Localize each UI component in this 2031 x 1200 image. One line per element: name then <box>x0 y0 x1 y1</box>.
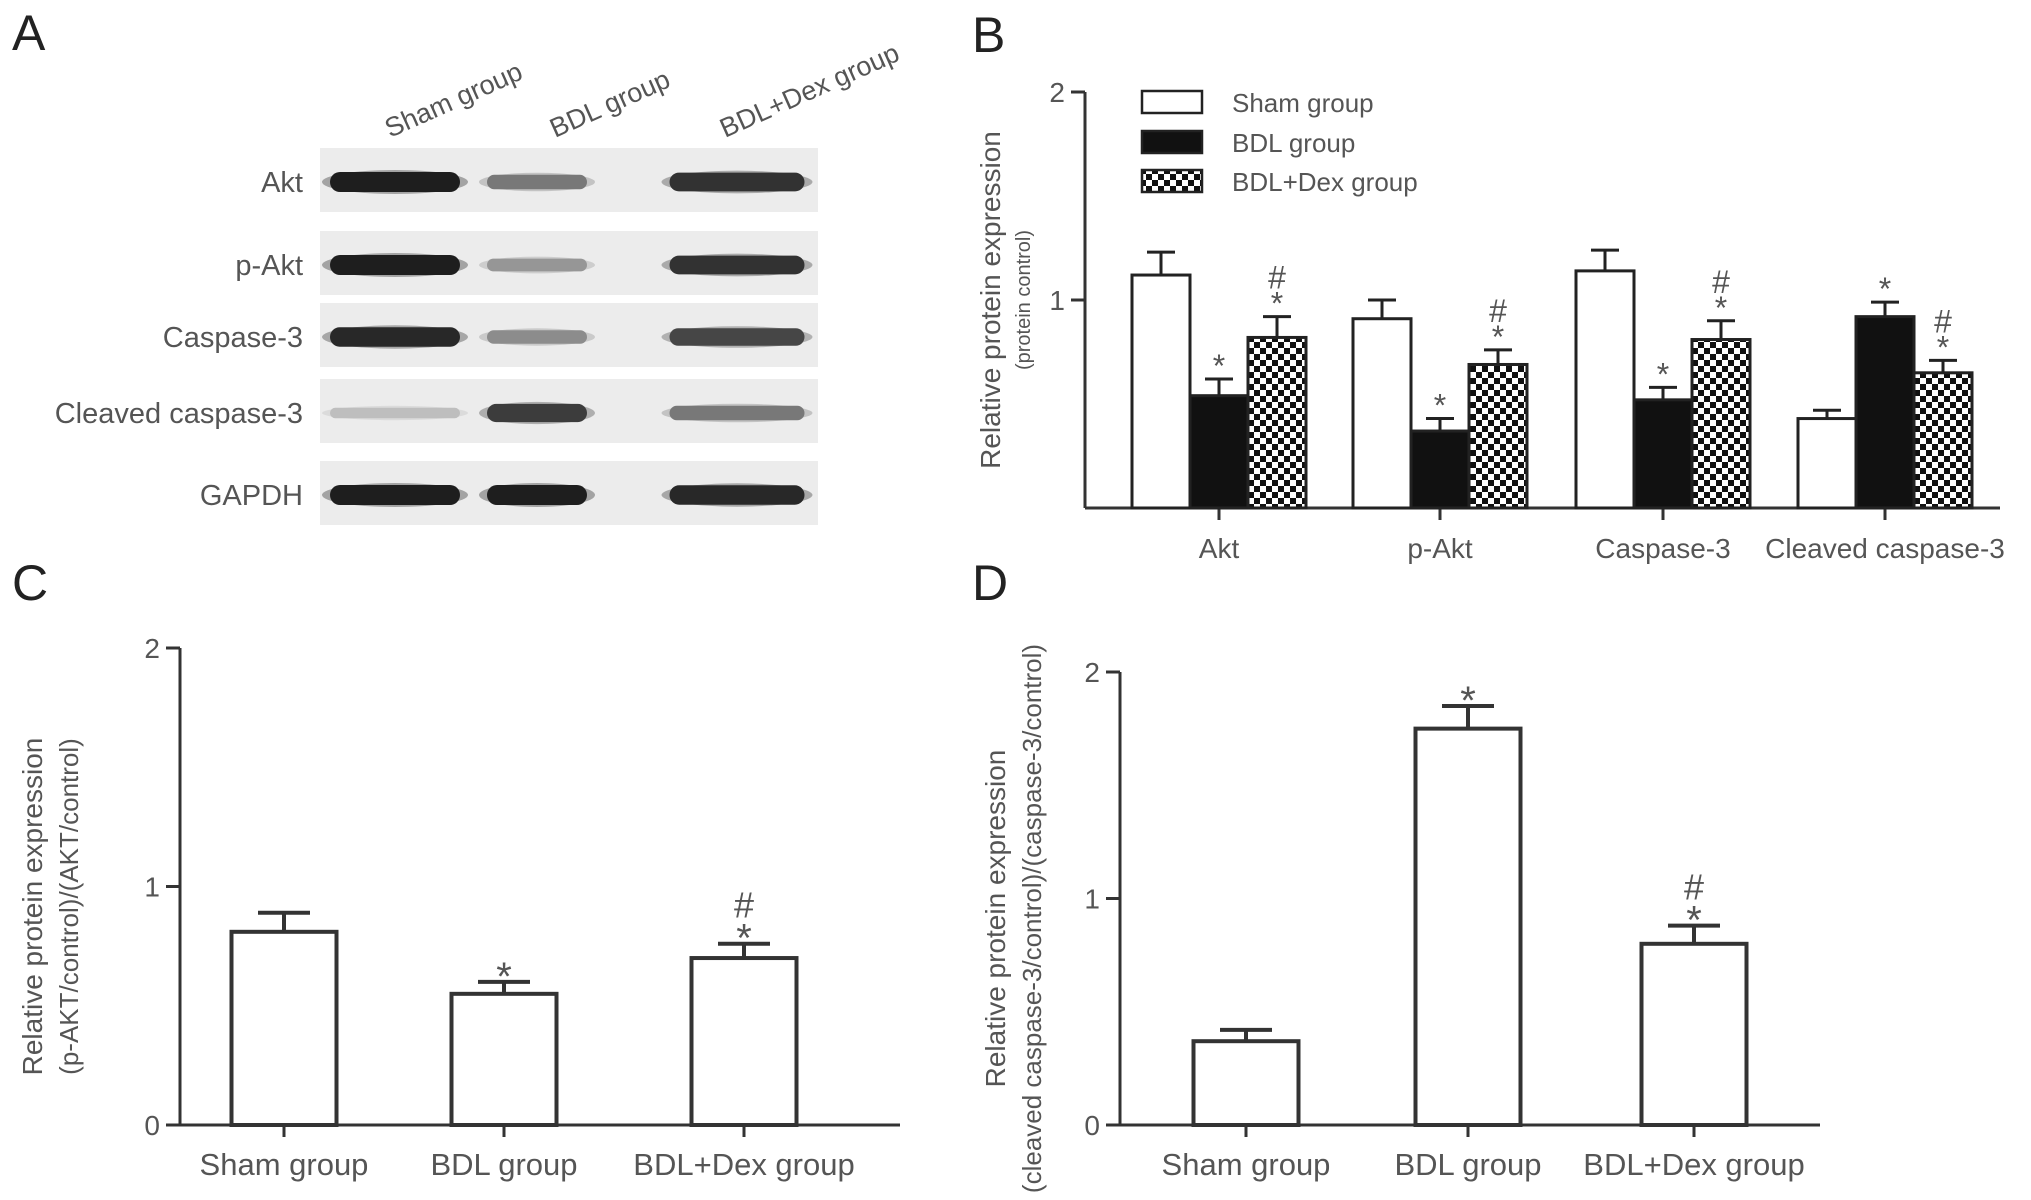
blot-row-label: GAPDH <box>200 480 303 512</box>
chart-b-x-tick-label: Caspase-3 <box>1595 533 1730 564</box>
blot-band <box>669 255 805 275</box>
blot-band <box>669 485 805 505</box>
chart-c-y-tick-label: 1 <box>144 872 160 903</box>
chart-b-bar <box>1130 273 1192 510</box>
chart-c: 0 1 2 Relative protein expression (p-AKT/con… <box>17 633 900 1182</box>
chart-b-sig-hash: # <box>1712 264 1730 300</box>
panel-letter-d: D <box>972 555 1008 611</box>
chart-b-sig-hash: # <box>1489 293 1507 329</box>
chart-b-bar <box>1632 398 1694 510</box>
chart-b-legend-label: BDL+Dex group <box>1232 167 1418 197</box>
chart-d-sig-star: * <box>1460 679 1476 723</box>
chart-c-ylabel: Relative protein expression <box>17 738 48 1076</box>
chart-b: 1 2 Relative protein expression (protein co… <box>975 77 2005 564</box>
blot-band <box>669 328 805 346</box>
chart-b-sig-star: * <box>1434 388 1446 424</box>
chart-b-sig-star: * <box>1657 356 1669 392</box>
chart-c-sig-star: * <box>736 917 752 961</box>
blot-lane-label: BDL group <box>545 64 674 144</box>
western-blot-panel: Sham group BDL group BDL+Dex group Akt p-Akt… <box>55 38 904 525</box>
chart-b-bar <box>1690 338 1752 510</box>
chart-b-bar <box>1912 371 1974 510</box>
chart-d-y-tick-label: 0 <box>1084 1110 1100 1141</box>
chart-d-bar <box>1639 941 1749 1127</box>
chart-b-sig-star: * <box>1213 348 1225 384</box>
chart-d-y-tick-label: 1 <box>1084 884 1100 915</box>
chart-b-x-tick-label: Akt <box>1199 533 1240 564</box>
blot-band <box>330 327 460 347</box>
blot-band <box>669 172 805 192</box>
chart-d-bar <box>1413 726 1523 1127</box>
chart-d-sig-star: * <box>1686 899 1702 943</box>
chart-d-ylabel-sub: (cleaved caspase-3/control)/(caspase-3/c… <box>1017 644 1047 1193</box>
panel-letter-c: C <box>12 555 48 611</box>
blot-band <box>330 485 460 505</box>
chart-b-sig-star: * <box>1271 286 1283 322</box>
blot-row-label: Caspase-3 <box>163 322 303 354</box>
blot-band <box>669 405 805 421</box>
chart-b-x-tick-label: Cleaved caspase-3 <box>1765 533 2005 564</box>
blot-lane-label: BDL+Dex group <box>715 38 903 144</box>
blot-band <box>487 403 587 423</box>
chart-b-y-tick-label: 2 <box>1049 77 1065 108</box>
blot-row-label: Akt <box>261 167 303 199</box>
chart-b-legend-swatch <box>1140 168 1204 194</box>
blot-band <box>487 485 587 505</box>
chart-c-x-tick-label: BDL group <box>430 1147 577 1182</box>
chart-b-sig-star: * <box>1715 290 1727 326</box>
chart-c-ylabel-sub: (p-AKT/control)/(AKT/control) <box>54 738 84 1075</box>
chart-d: 0 1 2 Relative protein expression (cleaved c… <box>980 644 1820 1193</box>
chart-c-y-tick-label: 2 <box>144 633 160 664</box>
chart-b-bar <box>1409 429 1471 510</box>
chart-b-legend-label: Sham group <box>1232 88 1374 118</box>
chart-c-bar <box>689 956 799 1127</box>
chart-b-legend-label: BDL group <box>1232 128 1355 158</box>
blot-band <box>487 174 587 190</box>
chart-d-x-tick-label: Sham group <box>1162 1147 1331 1182</box>
chart-b-bar <box>1796 417 1858 510</box>
chart-b-bar <box>1188 394 1250 510</box>
blot-band <box>330 172 460 192</box>
chart-b-bar <box>1854 315 1916 510</box>
panel-letter-a: A <box>12 5 46 61</box>
blot-row-label: p-Akt <box>235 250 303 282</box>
chart-b-bar <box>1246 335 1308 510</box>
chart-b-sig-star: * <box>1879 271 1891 307</box>
chart-b-ylabel: Relative protein expression <box>975 131 1006 469</box>
chart-d-ylabel: Relative protein expression <box>980 750 1011 1088</box>
chart-c-bar <box>229 929 339 1127</box>
chart-b-y-tick-label: 1 <box>1049 285 1065 316</box>
blot-lane-label: Sham group <box>380 56 527 143</box>
chart-b-sig-star: * <box>1492 319 1504 355</box>
chart-d-bar <box>1191 1039 1301 1127</box>
chart-c-x-tick-label: BDL+Dex group <box>633 1147 854 1182</box>
chart-b-legend-swatch <box>1140 89 1204 115</box>
chart-b-sig-hash: # <box>1268 260 1286 296</box>
chart-b-bar <box>1467 362 1529 510</box>
panel-letter-b: B <box>972 7 1005 63</box>
chart-b-bar <box>1351 317 1413 510</box>
chart-c-y-tick-label: 0 <box>144 1110 160 1141</box>
chart-d-x-tick-label: BDL group <box>1394 1147 1541 1182</box>
chart-d-x-tick-label: BDL+Dex group <box>1583 1147 1804 1182</box>
chart-c-bar <box>449 991 559 1128</box>
blot-band <box>487 330 587 344</box>
chart-c-sig-hash: # <box>734 885 754 926</box>
blot-row-label: Cleaved caspase-3 <box>55 398 303 430</box>
chart-b-legend-swatch <box>1140 129 1204 155</box>
chart-c-x-tick-label: Sham group <box>200 1147 369 1182</box>
chart-c-sig-star: * <box>496 955 512 999</box>
chart-b-ylabel-sub: (protein control) <box>1013 230 1035 370</box>
chart-b-bar <box>1574 269 1636 510</box>
chart-d-sig-hash: # <box>1684 867 1704 908</box>
blot-band <box>330 407 460 419</box>
blot-band <box>330 255 460 275</box>
chart-d-y-tick-label: 2 <box>1084 657 1100 688</box>
chart-b-sig-hash: # <box>1934 303 1952 339</box>
blot-band <box>487 258 587 272</box>
chart-b-sig-star: * <box>1937 329 1949 365</box>
chart-b-x-tick-label: p-Akt <box>1407 533 1473 564</box>
